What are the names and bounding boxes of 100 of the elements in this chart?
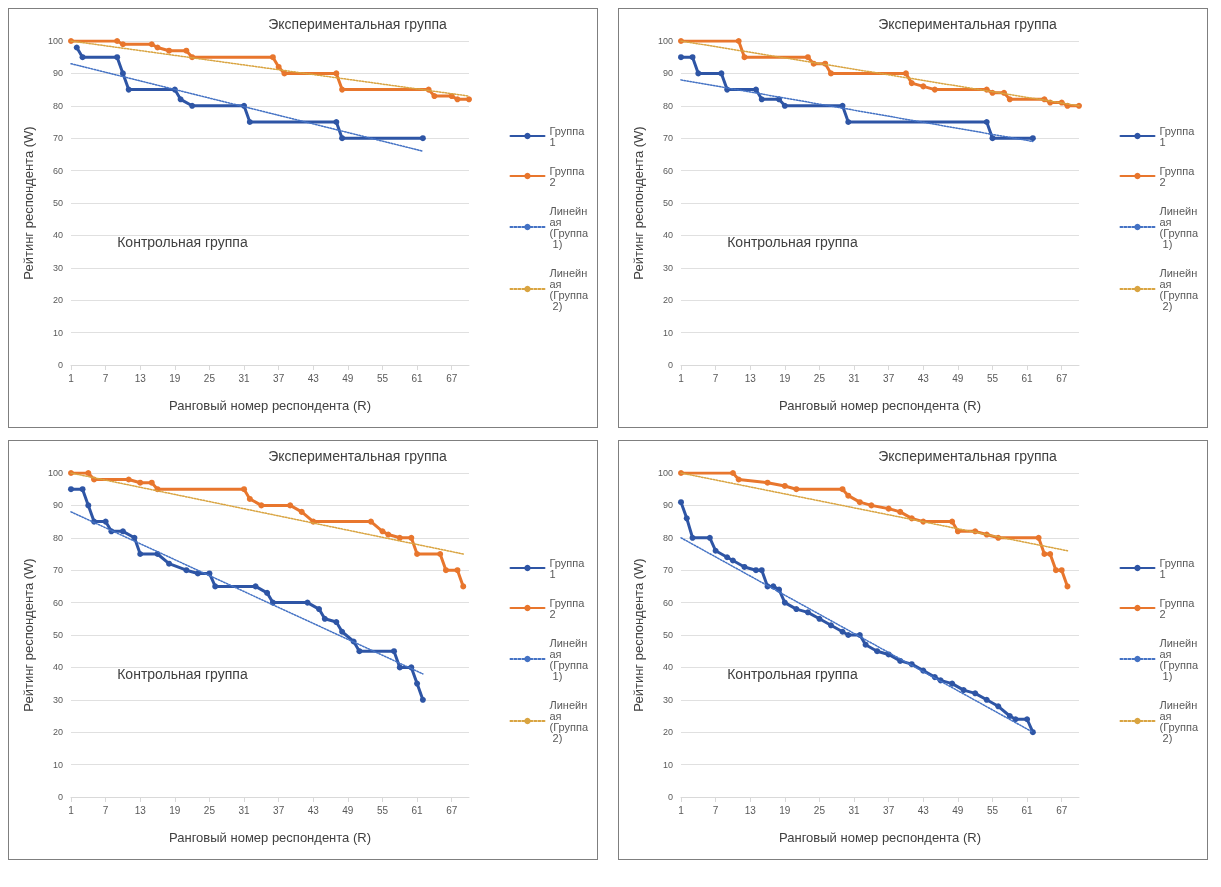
point	[246, 119, 253, 125]
x-tick-label: 13	[134, 804, 147, 816]
x-tick-label: 49	[952, 804, 964, 816]
y-tick-label: 0	[57, 360, 63, 370]
legend-label: Линейная (Группа 1)	[549, 204, 589, 250]
point	[983, 696, 990, 703]
legend-label: Линейная (Группа 1)	[1159, 204, 1199, 250]
point	[252, 583, 259, 590]
x-tick-label: 55	[986, 804, 999, 816]
point	[1058, 567, 1065, 574]
point	[137, 551, 144, 557]
x-tick-label: 43	[307, 804, 320, 816]
point	[995, 703, 1002, 710]
x-tick-label: 7	[102, 804, 109, 816]
point	[414, 680, 421, 687]
point	[321, 615, 328, 622]
point	[298, 508, 305, 515]
x-tick-label: 55	[376, 804, 389, 816]
legend-label: Группа 2	[1159, 596, 1198, 620]
y-tick-label: 100	[657, 36, 673, 46]
point	[414, 551, 421, 557]
x-tick-label: 55	[986, 372, 999, 384]
y-tick-label: 20	[662, 727, 673, 738]
point	[972, 690, 979, 697]
x-tick-label: 7	[712, 804, 719, 816]
y-tick-label: 0	[57, 792, 63, 802]
point	[845, 492, 852, 499]
x-tick-label: 43	[917, 372, 930, 384]
point	[1024, 716, 1031, 723]
y-tick-label: 90	[52, 68, 63, 79]
point	[183, 567, 190, 574]
point	[758, 567, 765, 574]
point	[68, 486, 74, 493]
point	[304, 599, 311, 606]
y-tick-label: 30	[52, 262, 63, 273]
point	[1047, 551, 1054, 557]
y-tick-label: 60	[662, 165, 673, 176]
y-tick-label: 80	[662, 532, 673, 543]
point	[949, 518, 956, 525]
legend-label: Группа 1	[1159, 556, 1198, 580]
point	[718, 70, 725, 77]
x-tick-label: 25	[813, 804, 826, 816]
point	[114, 54, 121, 61]
point	[678, 54, 684, 61]
point	[758, 96, 765, 103]
point	[804, 609, 811, 616]
y-tick-label: 20	[52, 295, 63, 306]
point	[908, 80, 915, 87]
point	[856, 499, 863, 506]
y-tick-label: 70	[52, 133, 63, 144]
point	[333, 619, 340, 626]
x-tick-label: 25	[813, 372, 826, 384]
point	[764, 479, 771, 486]
point	[269, 54, 276, 61]
point	[166, 560, 173, 567]
x-tick-label: 43	[917, 804, 930, 816]
y-tick-label: 40	[52, 230, 63, 241]
point	[114, 38, 121, 44]
x-tick-label: 61	[411, 372, 424, 384]
x-axis-title: Ранговый номер респондента (R)	[169, 398, 371, 413]
point	[333, 70, 340, 77]
y-tick-label: 0	[667, 360, 673, 370]
point	[454, 567, 461, 574]
point	[79, 486, 86, 493]
x-tick-label: 61	[1021, 804, 1034, 816]
y-tick-label: 50	[662, 198, 673, 208]
point	[148, 479, 155, 486]
point	[678, 499, 684, 506]
point	[989, 135, 996, 142]
x-tick-label: 49	[342, 372, 354, 384]
legend-label: Линейная (Группа 2)	[549, 266, 589, 312]
x-tick-label: 7	[102, 372, 109, 384]
x-tick-label: 61	[1021, 372, 1034, 384]
x-axis-title: Ранговый номер респондента (R)	[779, 830, 981, 845]
x-axis-title: Ранговый номер респондента (R)	[779, 398, 981, 413]
annotation: Контрольная группа	[117, 665, 248, 682]
point	[79, 54, 86, 61]
legend-label: Группа 1	[549, 556, 588, 580]
point	[729, 470, 736, 476]
legend-label: Группа 1	[549, 124, 588, 148]
y-tick-label: 40	[52, 662, 63, 673]
point	[781, 482, 788, 489]
y-tick-label: 90	[662, 500, 673, 511]
y-tick-label: 80	[52, 532, 63, 543]
y-tick-label: 20	[52, 727, 63, 738]
y-tick-label: 70	[662, 133, 673, 144]
point	[689, 534, 696, 541]
point	[189, 102, 196, 109]
annotation: Контрольная группа	[727, 233, 858, 250]
point	[85, 470, 92, 476]
point	[983, 119, 990, 125]
point	[804, 54, 811, 61]
point	[902, 70, 909, 77]
legend-label: Линейная (Группа 1)	[1159, 636, 1199, 682]
point	[125, 86, 132, 93]
x-tick-label: 1	[68, 804, 75, 816]
x-tick-label: 1	[68, 372, 75, 384]
x-tick-label: 25	[203, 372, 216, 384]
x-tick-label: 13	[744, 804, 757, 816]
y-tick-label: 100	[47, 36, 63, 46]
